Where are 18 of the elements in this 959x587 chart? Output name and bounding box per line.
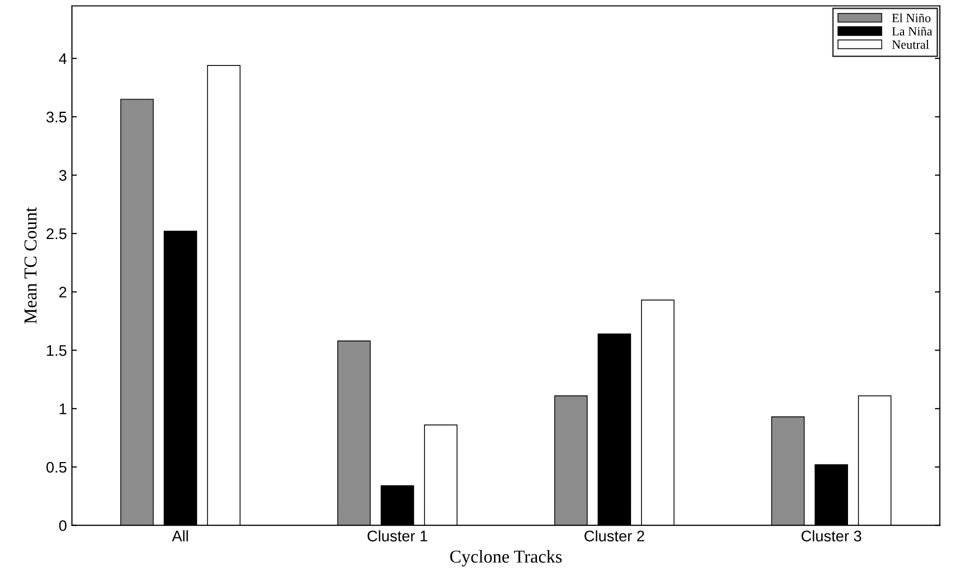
y-tick-label: 3.5 (46, 112, 66, 122)
x-tick-label: All (172, 530, 188, 542)
y-axis-title: Mean TC Count (24, 207, 37, 324)
x-axis-title: Cyclone Tracks (450, 550, 562, 566)
x-tick-label: Cluster 1 (368, 530, 428, 542)
y-tick-label: 3 (59, 170, 66, 181)
y-tick-label: 2.5 (46, 228, 66, 240)
x-tick-label: Cluster 3 (802, 530, 862, 542)
legend-label: Neutral (892, 40, 929, 49)
legend-label: La Niña (892, 26, 932, 36)
y-tick-label: 0.5 (46, 462, 66, 473)
y-tick-label: 1.5 (46, 345, 66, 356)
y-tick-label: 0 (59, 520, 66, 532)
y-tick-label: 1 (60, 404, 66, 414)
x-tick-label: Cluster 2 (584, 530, 644, 542)
y-tick-label: 2 (59, 286, 66, 298)
legend-label: El Niño (892, 13, 930, 22)
y-tick-label: 4 (58, 53, 67, 64)
